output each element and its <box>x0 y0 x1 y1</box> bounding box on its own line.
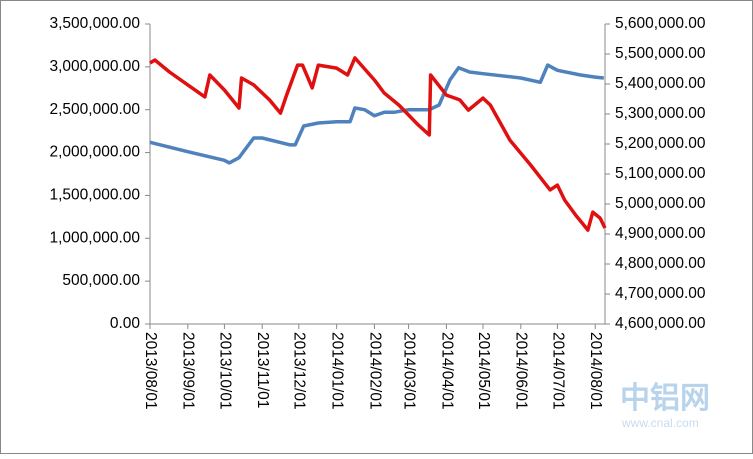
y-tick-label: 1,000,000.00 <box>49 229 140 246</box>
y2-tick-label: 4,800,000.00 <box>615 255 706 272</box>
x-tick-label: 2014/08/01 <box>587 332 604 410</box>
series-line <box>149 63 604 165</box>
y2-tick-label: 5,300,000.00 <box>615 105 706 122</box>
x-tick-label: 2014/03/01 <box>401 332 418 410</box>
x-tick-label: 2014/04/01 <box>438 332 455 410</box>
x-tick-label: 2014/02/01 <box>366 332 383 410</box>
x-tick-label: 2013/12/01 <box>291 332 308 410</box>
y-tick-label: 3,000,000.00 <box>49 58 140 75</box>
y-tick-label: 500,000.00 <box>62 272 140 289</box>
y2-tick-label: 5,200,000.00 <box>615 135 706 152</box>
x-tick-label: 2014/01/01 <box>329 332 346 410</box>
y2-tick-label: 5,400,000.00 <box>615 75 706 92</box>
y2-tick-label: 5,600,000.00 <box>615 15 706 32</box>
y2-tick-label: 4,600,000.00 <box>615 315 706 332</box>
y2-tick-label: 5,100,000.00 <box>615 165 706 182</box>
y-tick-label: 3,500,000.00 <box>49 15 140 32</box>
y-tick-label: 2,500,000.00 <box>49 101 140 118</box>
series-line <box>149 56 607 232</box>
x-tick-label: 2013/11/01 <box>254 332 271 408</box>
y2-tick-label: 4,900,000.00 <box>615 225 706 242</box>
y-tick-label: 0.00 <box>110 315 141 332</box>
y2-tick-label: 5,000,000.00 <box>615 195 706 212</box>
y2-tick-label: 4,700,000.00 <box>615 285 706 302</box>
x-tick-label: 2013/09/01 <box>180 332 197 410</box>
x-tick-label: 2014/06/01 <box>513 332 530 410</box>
x-tick-label: 2013/08/01 <box>142 332 159 410</box>
y2-tick-label: 5,500,000.00 <box>615 45 706 62</box>
x-tick-label: 2014/05/01 <box>475 332 492 410</box>
x-tick-label: 2013/10/01 <box>216 332 233 410</box>
watermark-url: www.cnal.com <box>621 416 699 430</box>
x-tick-label: 2014/07/01 <box>549 332 566 410</box>
watermark-logo: 中铝网 <box>620 382 710 415</box>
y-tick-label: 1,500,000.00 <box>49 187 140 204</box>
y-tick-label: 2,000,000.00 <box>49 144 140 161</box>
